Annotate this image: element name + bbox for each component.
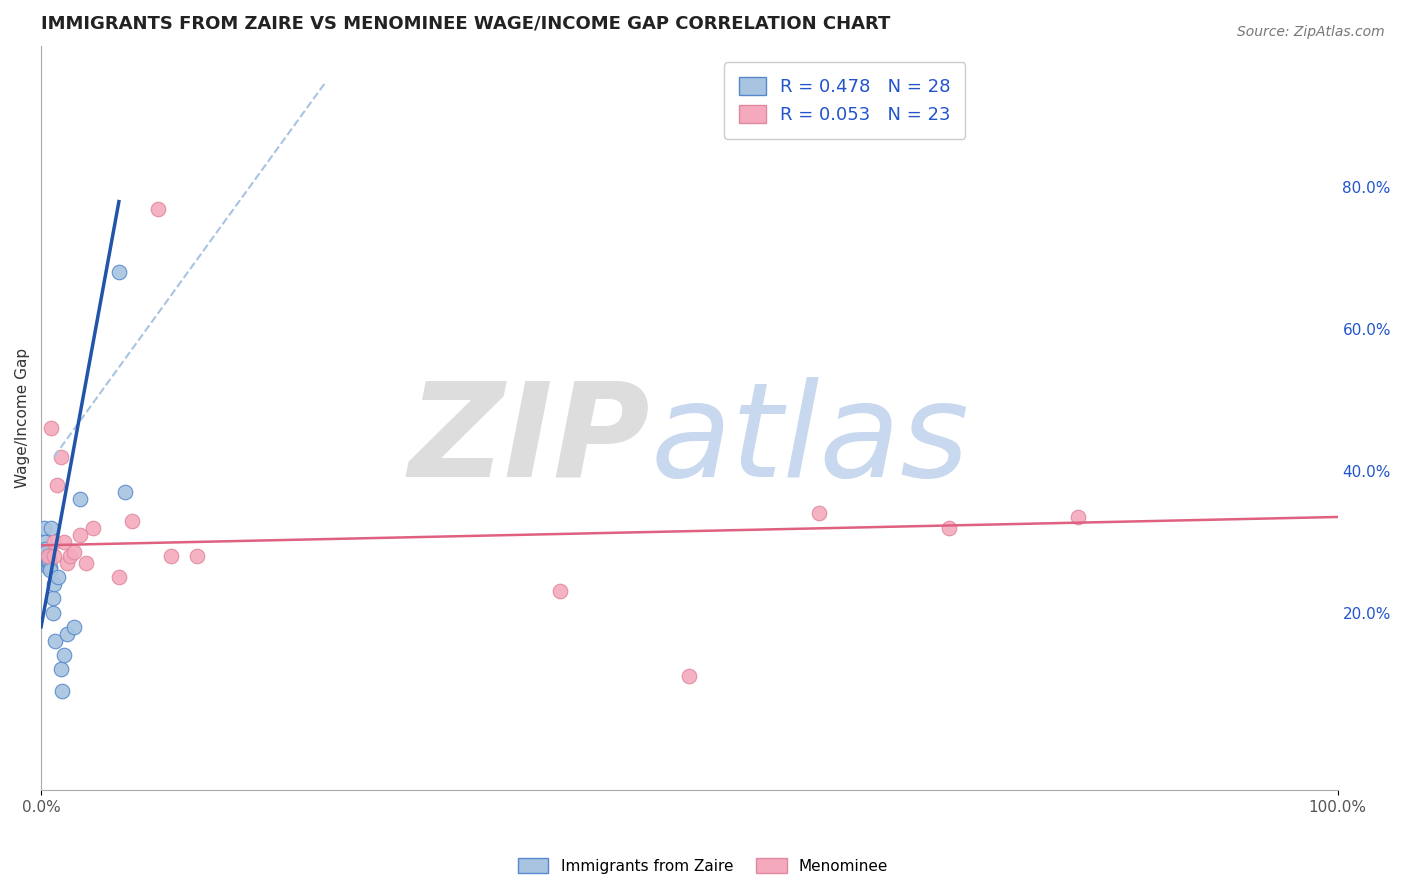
- Point: [69, 492, 91, 507]
- Point: [38, 552, 60, 566]
- Y-axis label: Wage/Income Gap: Wage/Income Gap: [15, 348, 30, 488]
- Point: [37, 556, 59, 570]
- Point: [42, 534, 65, 549]
- Point: [938, 520, 960, 534]
- Point: [42, 606, 65, 620]
- Point: [82, 520, 104, 534]
- Text: ZIP: ZIP: [409, 376, 651, 504]
- Point: [146, 202, 169, 216]
- Point: [38, 556, 60, 570]
- Point: [62, 620, 84, 634]
- Point: [32, 520, 55, 534]
- Legend: Immigrants from Zaire, Menominee: Immigrants from Zaire, Menominee: [512, 852, 894, 880]
- Point: [678, 669, 700, 683]
- Point: [42, 577, 65, 591]
- Point: [51, 683, 73, 698]
- Point: [186, 549, 208, 563]
- Point: [56, 627, 79, 641]
- Point: [46, 570, 69, 584]
- Point: [42, 549, 65, 563]
- Point: [41, 421, 63, 435]
- Point: [34, 534, 56, 549]
- Text: atlas: atlas: [651, 376, 969, 504]
- Text: IMMIGRANTS FROM ZAIRE VS MENOMINEE WAGE/INCOME GAP CORRELATION CHART: IMMIGRANTS FROM ZAIRE VS MENOMINEE WAGE/…: [41, 15, 890, 33]
- Point: [121, 514, 143, 528]
- Text: Source: ZipAtlas.com: Source: ZipAtlas.com: [1237, 25, 1385, 39]
- Point: [49, 662, 72, 676]
- Point: [56, 556, 79, 570]
- Point: [44, 634, 66, 648]
- Point: [45, 478, 67, 492]
- Legend: R = 0.478   N = 28, R = 0.053   N = 23: R = 0.478 N = 28, R = 0.053 N = 23: [724, 62, 966, 139]
- Point: [39, 563, 62, 577]
- Point: [62, 545, 84, 559]
- Point: [35, 552, 58, 566]
- Point: [53, 534, 76, 549]
- Point: [59, 549, 82, 563]
- Point: [42, 591, 65, 606]
- Point: [808, 507, 831, 521]
- Point: [37, 559, 59, 574]
- Point: [37, 552, 59, 566]
- Point: [35, 556, 58, 570]
- Point: [35, 545, 58, 559]
- Point: [37, 549, 59, 563]
- Point: [49, 450, 72, 464]
- Point: [69, 527, 91, 541]
- Point: [53, 648, 76, 663]
- Point: [37, 549, 59, 563]
- Point: [1067, 510, 1090, 524]
- Point: [76, 556, 98, 570]
- Point: [34, 541, 56, 556]
- Point: [548, 584, 571, 599]
- Point: [159, 549, 181, 563]
- Point: [108, 265, 131, 279]
- Point: [114, 485, 136, 500]
- Point: [41, 520, 63, 534]
- Point: [108, 570, 131, 584]
- Point: [39, 559, 62, 574]
